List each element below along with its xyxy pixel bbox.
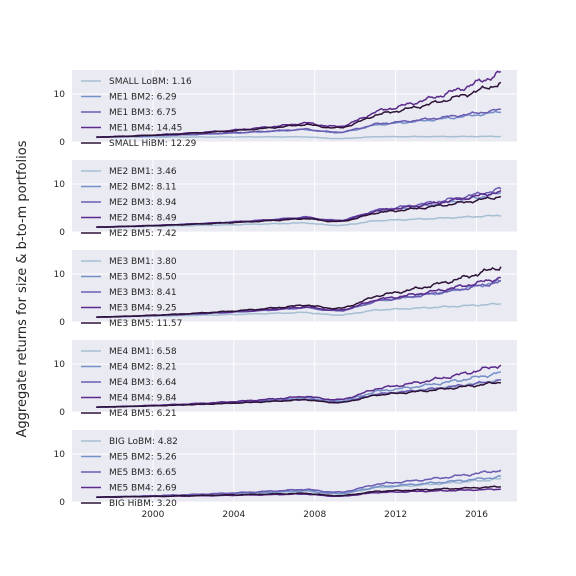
legend-entry: ME2 BM1: 3.46 xyxy=(109,167,177,177)
series-line xyxy=(96,469,502,498)
y-tick-label: 10 xyxy=(54,180,66,190)
legend-entry: ME2 BM3: 8.94 xyxy=(109,198,177,208)
legend-entry: BIG HiBM: 3.20 xyxy=(109,499,177,509)
legend-entry: ME1 BM3: 6.75 xyxy=(109,108,177,118)
legend-entry: ME4 BM4: 9.84 xyxy=(109,394,177,404)
series-line xyxy=(96,302,501,319)
y-tick-label: 0 xyxy=(59,498,65,508)
legend-entry: ME4 BM1: 6.58 xyxy=(109,347,177,357)
series-line xyxy=(96,195,502,228)
x-tick-label: 2008 xyxy=(303,510,326,520)
plot-background xyxy=(72,250,517,322)
legend-entry: ME3 BM5: 11.57 xyxy=(109,319,182,329)
legend-entry: ME3 BM2: 8.50 xyxy=(109,273,177,283)
legend-entry: ME4 BM5: 6.21 xyxy=(109,409,177,419)
y-axis-label: Aggregate returns for size & b-to-m port… xyxy=(15,140,30,437)
y-tick-label: 10 xyxy=(54,270,66,280)
legend-entry: ME3 BM3: 8.41 xyxy=(109,288,177,298)
legend-entry: ME4 BM3: 6.64 xyxy=(109,378,177,388)
y-tick-label: 0 xyxy=(59,408,65,418)
series-line xyxy=(96,381,501,409)
legend-entry: ME5 BM4: 2.69 xyxy=(109,484,177,494)
y-tick-label: 0 xyxy=(59,228,65,238)
legend-entry: ME3 BM4: 9.25 xyxy=(109,304,177,314)
legend-entry: SMALL HiBM: 12.29 xyxy=(109,139,197,149)
series-line xyxy=(96,81,502,138)
subplot-4: 0 10 ME4 BM1: 6.58 ME4 BM2: 8.21 ME4 BM3: 6.… xyxy=(54,340,517,419)
x-tick-label: 2004 xyxy=(222,510,245,520)
subplot-1: 0 10 SMALL LoBM: 1.16 ME1 BM2: 6.29 ME1 BM3:… xyxy=(54,70,517,149)
y-tick-label: 0 xyxy=(59,138,65,148)
legend-entry: BIG LoBM: 4.82 xyxy=(109,437,178,447)
legend-entry: ME5 BM3: 6.65 xyxy=(109,468,177,478)
y-tick-label: 10 xyxy=(54,450,66,460)
subplot-3: 0 10 ME3 BM1: 3.80 ME3 BM2: 8.50 ME3 BM3: 8.… xyxy=(54,250,517,329)
x-tick-label: 2000 xyxy=(141,510,164,520)
legend-entry: ME1 BM2: 6.29 xyxy=(109,93,177,103)
subplot-5: 0 10 2000 2004 2008 2012 2016 BIG LoBM: 4.82 ME5… xyxy=(54,430,517,520)
subplot-2: 0 10 ME2 BM1: 3.46 ME2 BM2: 8.11 ME2 BM3: 8.… xyxy=(54,160,517,239)
series-line xyxy=(96,266,502,318)
legend-entry: SMALL LoBM: 1.16 xyxy=(109,77,192,87)
plot-background xyxy=(72,160,517,232)
legend-entry: ME3 BM1: 3.80 xyxy=(109,257,177,267)
series-line xyxy=(96,214,501,229)
legend-entry: ME1 BM4: 14.45 xyxy=(109,124,182,134)
y-tick-label: 10 xyxy=(54,360,66,370)
legend-entry: ME2 BM5: 7.42 xyxy=(109,229,177,239)
x-tick-label: 2016 xyxy=(465,510,488,520)
series-line xyxy=(96,135,501,140)
legend-entry: ME2 BM2: 8.11 xyxy=(109,183,177,193)
legend-entry: ME5 BM2: 5.26 xyxy=(109,453,177,463)
y-tick-label: 0 xyxy=(59,318,65,328)
series-line xyxy=(96,485,501,499)
legend-entry: ME2 BM4: 8.49 xyxy=(109,214,177,224)
x-tick-label: 2012 xyxy=(384,510,407,520)
y-tick-label: 10 xyxy=(54,90,66,100)
legend-entry: ME4 BM2: 8.21 xyxy=(109,363,177,373)
